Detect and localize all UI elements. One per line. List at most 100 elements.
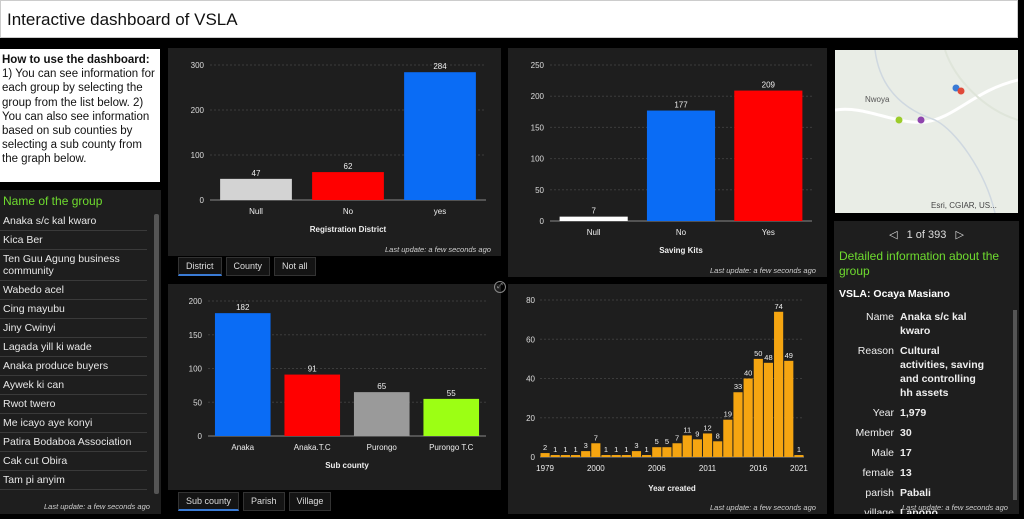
tab-not-all[interactable]: Not all	[274, 257, 316, 276]
bar[interactable]	[621, 455, 631, 457]
chevron-right-icon[interactable]: ▷	[955, 229, 964, 241]
group-list-scrollbar[interactable]	[154, 214, 159, 494]
bar[interactable]	[646, 110, 716, 221]
bar[interactable]	[214, 313, 271, 436]
group-list-item[interactable]: Anaka produce buyers	[0, 357, 147, 376]
bar[interactable]	[682, 435, 692, 457]
group-list-item[interactable]: Wabedo acel	[0, 281, 147, 300]
map-attribution: Esri, CGIAR, US...	[931, 201, 997, 210]
bar-value-label: 55	[447, 389, 456, 398]
bar[interactable]	[570, 455, 581, 457]
group-list-item[interactable]: Patira Bodaboa Association	[0, 433, 147, 452]
bar[interactable]	[702, 433, 713, 457]
bar-value-label: 2	[543, 443, 547, 452]
bar[interactable]	[284, 374, 341, 436]
map-point-green[interactable]	[895, 116, 903, 124]
y-tick-label: 100	[531, 155, 545, 164]
bar-value-label: 48	[764, 353, 772, 362]
bar[interactable]	[631, 451, 642, 457]
x-axis-label: Sub county	[325, 461, 369, 470]
bar[interactable]	[642, 455, 652, 457]
bar[interactable]	[312, 172, 384, 200]
bar[interactable]	[692, 439, 702, 457]
bar[interactable]	[794, 455, 804, 457]
y-tick-label: 60	[526, 335, 535, 344]
group-list-item[interactable]: Kica Ber	[0, 231, 147, 250]
bar[interactable]	[581, 451, 591, 457]
bar[interactable]	[601, 455, 611, 457]
detail-row-label: female	[862, 467, 894, 479]
bar[interactable]	[353, 392, 410, 436]
group-list-item[interactable]: Ten Guu Agung business community	[0, 250, 147, 281]
bar[interactable]	[763, 362, 774, 457]
detail-scrollbar[interactable]	[1013, 310, 1017, 500]
bar-value-label: 74	[774, 302, 782, 311]
bar[interactable]	[560, 455, 570, 457]
bar[interactable]	[743, 378, 753, 458]
detail-row-label: Member	[855, 427, 894, 439]
y-tick-label: 150	[189, 331, 203, 340]
tab-village[interactable]: Village	[288, 492, 332, 511]
group-list-footer: Last update: a few seconds ago	[44, 502, 150, 511]
tab-district[interactable]: District	[178, 257, 222, 276]
x-tick-label: 1979	[536, 464, 554, 473]
group-list-title: Name of the group	[3, 194, 103, 208]
bar[interactable]	[404, 72, 476, 200]
group-list-item[interactable]: Me icayo aye konyi	[0, 414, 147, 433]
map-view[interactable]: Nwoya Esri, CGIAR, US...	[835, 50, 1018, 213]
bar[interactable]	[652, 447, 662, 457]
bar[interactable]	[734, 90, 803, 221]
bar-value-label: 182	[236, 303, 250, 312]
y-tick-label: 0	[198, 432, 203, 441]
map-canvas[interactable]: Nwoya Esri, CGIAR, US...	[835, 50, 1018, 213]
detail-row-label: village	[864, 507, 894, 514]
bar[interactable]	[540, 453, 550, 457]
tab-sub-county[interactable]: Sub county	[178, 492, 240, 511]
x-tick-label: 2000	[587, 464, 605, 473]
bar[interactable]	[220, 178, 292, 200]
bar-value-label: 1	[645, 445, 649, 454]
bar[interactable]	[784, 360, 794, 457]
bar[interactable]	[723, 419, 733, 457]
tab-parish[interactable]: Parish	[243, 492, 285, 511]
group-list-item[interactable]: Cing mayubu	[0, 300, 147, 319]
group-list-item[interactable]: Anaka s/c kal kwaro	[0, 212, 147, 231]
bar[interactable]	[713, 441, 723, 457]
bar[interactable]	[611, 455, 621, 457]
bar[interactable]	[591, 443, 601, 457]
tab-county[interactable]: County	[225, 257, 271, 276]
group-list-item[interactable]: Aywek ki can	[0, 376, 147, 395]
map-point-purple[interactable]	[917, 116, 925, 124]
group-list-item[interactable]: Lagada yill ki wade	[0, 338, 147, 357]
bar[interactable]	[733, 392, 743, 457]
bar[interactable]	[550, 455, 560, 457]
bar[interactable]	[753, 358, 763, 457]
group-list-item[interactable]: Rwot twero	[0, 395, 147, 414]
x-tick-label: Yes	[762, 228, 775, 237]
bar[interactable]	[672, 443, 682, 457]
registration-chart[interactable]: 0 100 200 300 47 Null 62 No 284 yes Registration D…	[168, 48, 501, 256]
y-tick-label: 0	[540, 217, 545, 226]
saving-kits-chart[interactable]: 0 50 100 150 200 250 7 Null 177 No 209 Yes Saving Ki…	[508, 48, 827, 277]
detail-vsla-name: VSLA: Ocaya Masiano	[839, 288, 950, 300]
expand-icon[interactable]: ⤢	[494, 281, 506, 293]
chevron-left-icon[interactable]: ◁	[889, 229, 898, 241]
bar[interactable]	[423, 398, 480, 436]
group-list-item[interactable]: Cak cut Obira	[0, 452, 147, 471]
detail-row: village Lapono	[834, 506, 1019, 514]
detail-row-label: Reason	[857, 345, 894, 357]
saving-chart-panel: 0 50 100 150 200 250 7 Null 177 No 209 Yes Saving Ki…	[508, 48, 827, 277]
group-list-item[interactable]: Tam pi anyim	[0, 471, 147, 490]
subcounty-chart[interactable]: 0 50 100 150 200 182 Anaka 91 Anaka.T.C 65 Purongo…	[168, 284, 501, 490]
detail-row-label: parish	[865, 487, 894, 499]
y-tick-label: 250	[531, 61, 545, 70]
group-list-item[interactable]: Jiny Cwinyi	[0, 319, 147, 338]
x-tick-label: No	[676, 228, 687, 237]
bar[interactable]	[662, 447, 672, 457]
bar-value-label: 209	[762, 81, 776, 90]
bar[interactable]	[774, 311, 784, 457]
map-point-red[interactable]	[957, 87, 965, 95]
detail-row-value: 17	[900, 447, 912, 459]
bar[interactable]	[559, 216, 628, 221]
